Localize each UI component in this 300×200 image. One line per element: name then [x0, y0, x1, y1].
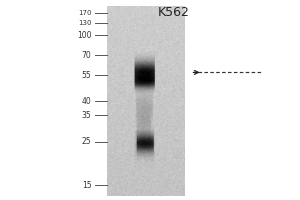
- Text: 100: 100: [77, 30, 92, 40]
- Text: 35: 35: [82, 110, 92, 119]
- Text: 70: 70: [82, 50, 92, 60]
- Text: 55: 55: [82, 71, 92, 79]
- Text: 15: 15: [82, 180, 92, 190]
- Text: 25: 25: [82, 138, 92, 146]
- Text: 40: 40: [82, 97, 92, 106]
- Text: 130: 130: [78, 20, 92, 26]
- Text: 170: 170: [78, 10, 92, 16]
- Text: K562: K562: [158, 6, 190, 19]
